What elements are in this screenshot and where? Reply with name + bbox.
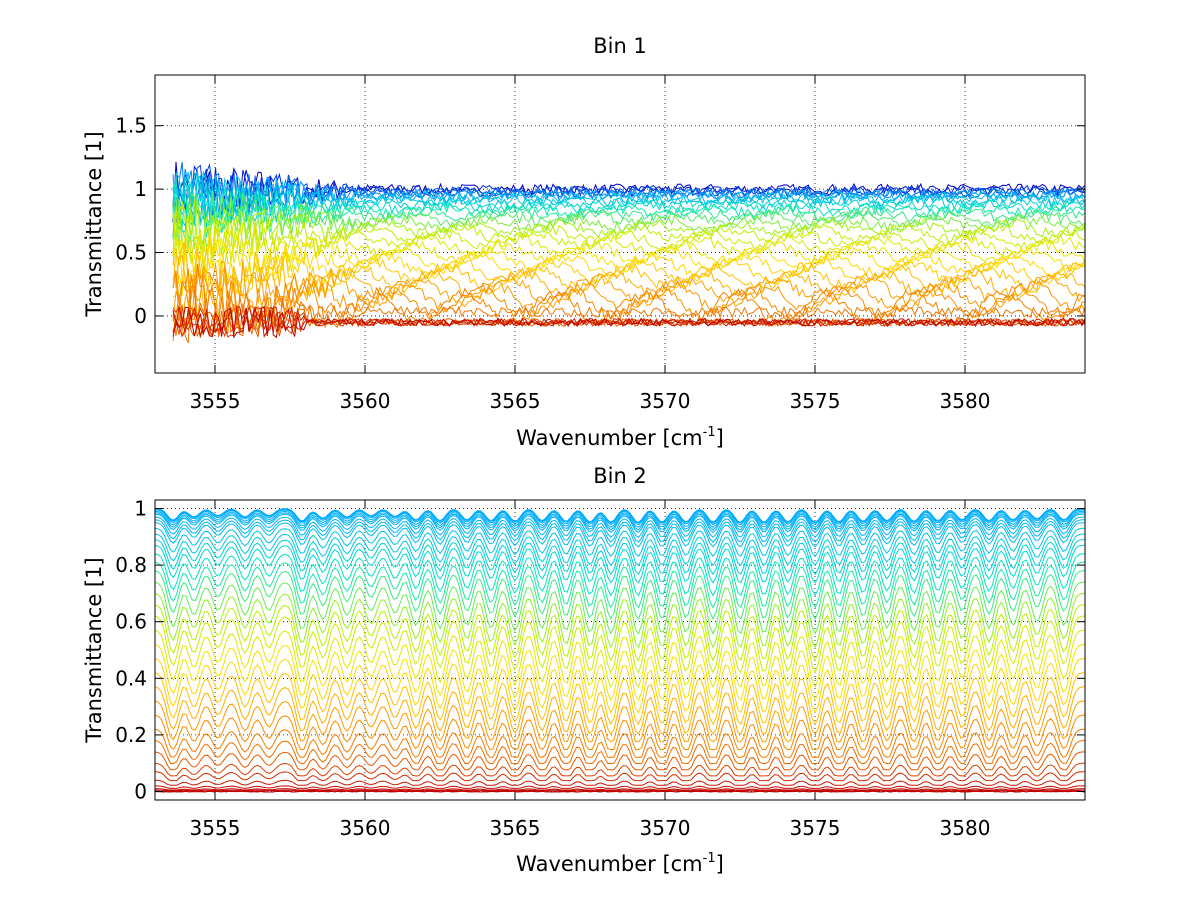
x-tick-label: 3575 xyxy=(790,389,841,413)
series-line xyxy=(172,259,1085,329)
y-tick-label: 1.5 xyxy=(115,114,147,138)
series-line xyxy=(155,751,1085,771)
series-line xyxy=(155,788,1085,791)
x-tick-label: 3575 xyxy=(790,816,841,840)
y-ticks-bin-2: 0 0.2 0.4 0.6 0.8 1 xyxy=(115,496,1085,804)
series-line xyxy=(155,672,1085,726)
chart-title-bin-2: Bin 2 xyxy=(593,464,647,488)
x-tick-label: 3555 xyxy=(190,816,241,840)
x-tick-label: 3570 xyxy=(640,816,691,840)
series-line xyxy=(155,643,1085,702)
series-line xyxy=(155,516,1085,538)
series-line xyxy=(155,553,1085,597)
series-line xyxy=(172,236,1085,302)
x-tick-label: 3580 xyxy=(940,816,991,840)
series-line xyxy=(172,179,1085,238)
y-tick-label: 0.6 xyxy=(115,610,147,634)
series-group-bin-2 xyxy=(155,508,1085,793)
series-line xyxy=(155,785,1085,789)
series-line xyxy=(155,728,1085,758)
series-line xyxy=(155,740,1085,765)
series-line xyxy=(172,305,1085,339)
series-line xyxy=(155,700,1085,743)
y-ticks-bin-1: 0 0.5 1 1.5 xyxy=(115,114,1085,328)
series-line xyxy=(155,539,1085,576)
series-line xyxy=(155,686,1085,735)
series-line xyxy=(172,250,1085,325)
x-axis-label-bin-2: Wavenumber [cm-1] xyxy=(516,851,724,876)
x-tick-label: 3555 xyxy=(190,389,241,413)
series-line xyxy=(155,658,1085,714)
series-line xyxy=(155,519,1085,543)
y-tick-label: 0.8 xyxy=(115,553,147,577)
series-line xyxy=(155,509,1085,526)
y-tick-label: 1 xyxy=(134,496,147,520)
series-line xyxy=(172,192,1085,248)
chart-title-bin-1: Bin 1 xyxy=(593,34,647,58)
series-group-bin-1 xyxy=(172,161,1085,344)
x-ticks-bin-2: 3555 3560 3565 3570 3575 3580 xyxy=(190,500,991,840)
series-line xyxy=(155,561,1085,609)
series-line xyxy=(155,508,1085,523)
series-line xyxy=(155,522,1085,548)
series-line xyxy=(155,513,1085,533)
series-line xyxy=(172,265,1085,335)
y-axis-label-bin-2: Transmittance [1] xyxy=(82,557,106,743)
series-line xyxy=(155,629,1085,689)
series-line xyxy=(155,508,1085,524)
chart-bin-2: 3555 3560 3565 3570 3575 3580 00.20.40.60.81 … xyxy=(82,464,1086,876)
series-line xyxy=(155,527,1085,558)
series-line xyxy=(155,771,1085,782)
series-line xyxy=(155,512,1085,531)
series-line xyxy=(172,170,1085,223)
series-line xyxy=(172,305,1085,339)
series-line xyxy=(155,533,1085,567)
series-line xyxy=(172,162,1085,225)
x-tick-label: 3580 xyxy=(940,389,991,413)
y-tick-label: 0.2 xyxy=(115,723,147,747)
y-tick-label: 1 xyxy=(134,177,147,201)
series-line xyxy=(172,215,1085,275)
series-line xyxy=(155,779,1085,786)
x-ticks-bin-1: 3555 3560 3565 3570 3575 3580 xyxy=(190,75,991,413)
y-tick-label: 0 xyxy=(134,780,147,804)
series-line xyxy=(172,176,1085,238)
series-line xyxy=(172,230,1085,297)
series-line xyxy=(155,789,1085,792)
y-tick-label: 0.5 xyxy=(115,241,147,265)
series-line xyxy=(155,581,1085,635)
series-line xyxy=(172,171,1085,229)
series-line xyxy=(172,263,1085,342)
series-line xyxy=(155,615,1085,674)
y-tick-label: 0.4 xyxy=(115,666,147,690)
series-line xyxy=(172,264,1085,328)
x-tick-label: 3565 xyxy=(490,389,541,413)
x-tick-label: 3565 xyxy=(490,816,541,840)
series-line xyxy=(172,174,1085,225)
y-tick-label: 0 xyxy=(134,304,147,328)
x-tick-label: 3560 xyxy=(340,816,391,840)
axes-frame-bin-2 xyxy=(154,499,1086,801)
series-line xyxy=(172,285,1085,344)
series-line xyxy=(155,762,1085,777)
chart-bin-1: 3555 3560 3565 3570 3575 3580 00.511.5 Bin 1 … xyxy=(82,34,1086,450)
y-axis-label-bin-1: Transmittance [1] xyxy=(82,131,106,317)
x-axis-label-bin-1: Wavenumber [cm-1] xyxy=(516,425,724,450)
series-line xyxy=(155,604,1085,662)
axes-frame-bin-1 xyxy=(154,74,1086,374)
series-line xyxy=(155,544,1085,584)
x-tick-label: 3560 xyxy=(340,389,391,413)
series-line xyxy=(172,192,1085,254)
series-line xyxy=(155,570,1085,621)
x-tick-label: 3570 xyxy=(640,389,691,413)
series-line xyxy=(155,510,1085,528)
series-line xyxy=(155,714,1085,751)
series-line xyxy=(155,592,1085,649)
series-line xyxy=(155,790,1085,793)
series-line xyxy=(172,195,1085,251)
